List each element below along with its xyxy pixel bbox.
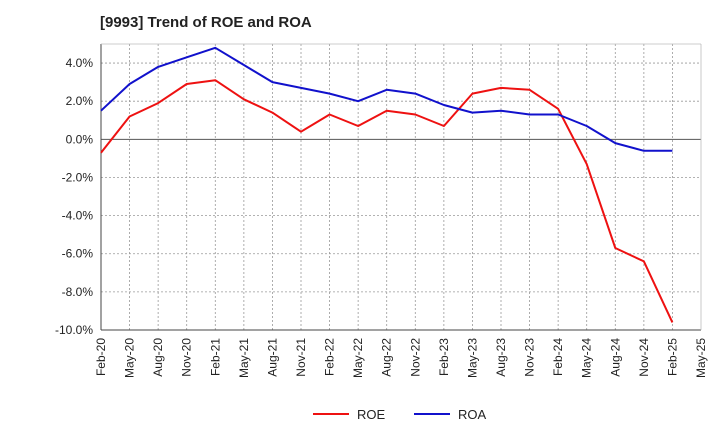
x-tick-label: May-25: [694, 338, 708, 378]
x-tick-label: Feb-22: [323, 338, 337, 376]
x-tick-label: May-22: [351, 338, 365, 378]
x-tick-label: Aug-24: [608, 338, 622, 377]
x-tick-label: Aug-21: [265, 338, 279, 377]
plot-area: [101, 44, 701, 330]
x-tick-label: Nov-20: [180, 338, 194, 377]
x-tick-label: Nov-24: [637, 338, 651, 377]
x-tick-label: May-21: [237, 338, 251, 378]
x-tick-label: Nov-21: [294, 338, 308, 377]
x-tick-label: Aug-23: [494, 338, 508, 377]
x-tick-label: Feb-21: [208, 338, 222, 376]
legend-label-roa: ROA: [458, 407, 487, 422]
y-tick-label: -10.0%: [55, 323, 93, 337]
x-tick-label: Feb-23: [437, 338, 451, 376]
x-tick-label: May-23: [465, 338, 479, 378]
x-tick-label: Nov-23: [523, 338, 537, 377]
y-tick-label: 0.0%: [66, 132, 94, 146]
y-tick-label: -8.0%: [62, 285, 94, 299]
y-tick-label: -6.0%: [62, 247, 94, 261]
x-tick-label: Aug-20: [151, 338, 165, 377]
x-tick-label: Feb-24: [551, 338, 565, 376]
x-tick-label: Aug-22: [380, 338, 394, 377]
x-tick-label: Feb-25: [665, 338, 679, 376]
y-tick-label: 2.0%: [66, 94, 94, 108]
x-tick-label: May-24: [580, 338, 594, 378]
series-line-roe: [100, 79, 674, 323]
series-line-roa: [100, 46, 673, 152]
x-tick-label: Nov-22: [408, 338, 422, 377]
x-tick-label: Feb-20: [94, 338, 108, 376]
y-tick-label: -4.0%: [62, 209, 94, 223]
y-tick-label: -2.0%: [62, 170, 94, 184]
y-tick-label: 4.0%: [66, 56, 94, 70]
legend-label-roe: ROE: [357, 407, 386, 422]
x-tick-label: May-20: [123, 338, 137, 378]
chart-title: [9993] Trend of ROE and ROA: [100, 14, 312, 31]
